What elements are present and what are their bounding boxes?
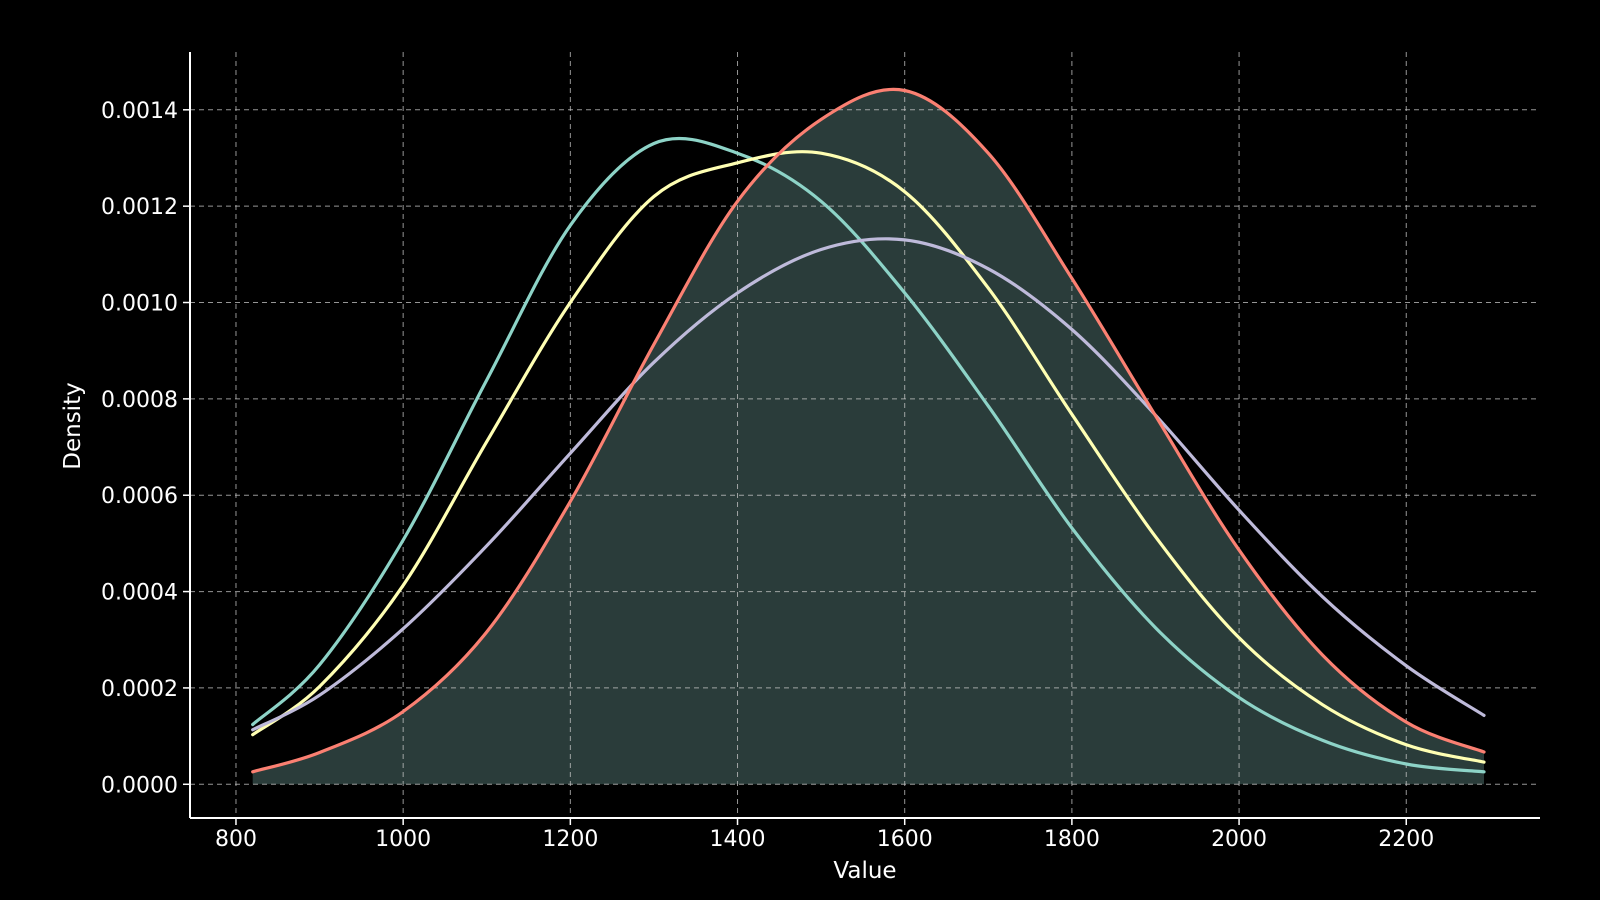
y-tick-label: 0.0006	[101, 484, 178, 509]
y-tick-label: 0.0010	[101, 292, 178, 317]
y-tick-label: 0.0000	[101, 773, 178, 798]
series-4-line	[251, 87, 1486, 774]
x-tick-label: 2200	[1378, 827, 1434, 852]
y-tick-label: 0.0012	[101, 195, 178, 220]
axes-layer: 800 1000 1200 1400 1600 1800 2000 2200 0.0000 0.0…	[101, 52, 1540, 852]
x-tick-label: 2000	[1211, 827, 1267, 852]
x-tick-label: 1600	[877, 827, 933, 852]
x-tick-label: 1000	[375, 827, 431, 852]
grid-layer	[190, 52, 1540, 818]
area-fill-layer	[252, 89, 1485, 785]
x-tick-label: 1800	[1044, 827, 1100, 852]
series-3-line	[251, 237, 1486, 732]
y-tick-label: 0.0014	[101, 99, 178, 124]
x-tick-label: 1400	[710, 827, 766, 852]
y-tick-label: 0.0002	[101, 677, 178, 702]
x-tick-label: 1200	[542, 827, 598, 852]
x-axis-label: Value	[833, 858, 896, 884]
series-1-line	[251, 136, 1486, 774]
series-lines-layer	[251, 87, 1486, 774]
y-axis-label: Density	[60, 382, 86, 469]
x-tick-label: 800	[215, 827, 257, 852]
series-2-line	[251, 150, 1486, 764]
y-tick-label: 0.0008	[101, 388, 178, 413]
series-4-area-fill	[252, 89, 1485, 785]
y-tick-label: 0.0004	[101, 581, 178, 606]
